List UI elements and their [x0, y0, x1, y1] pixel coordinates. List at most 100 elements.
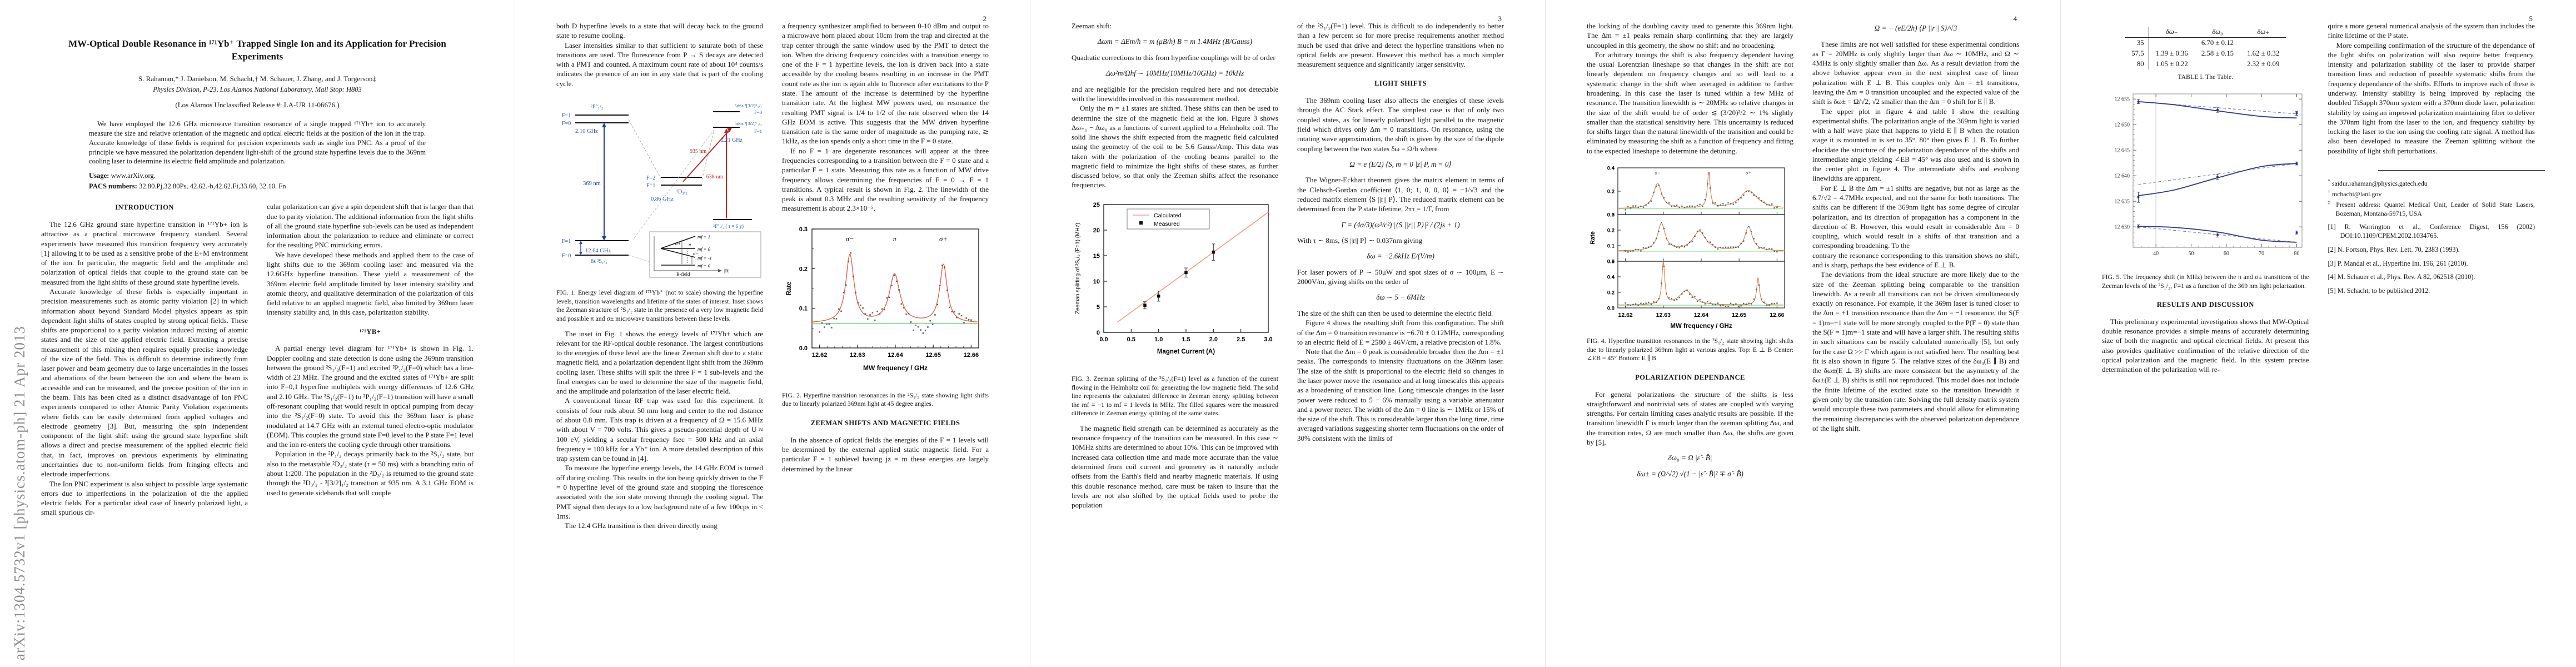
reference: [1] R. Warrington et al., Conference Dig…	[2328, 223, 2535, 240]
paragraph: This preliminary experimental investigat…	[2102, 317, 2309, 374]
p1-col-1: INTRODUCTION The 12.6 GHz ground state h…	[41, 202, 248, 517]
table-cell	[2240, 38, 2286, 49]
d-f1-label: F=1	[646, 183, 655, 189]
paragraph: Laser intensities similar to that suffic…	[556, 41, 763, 88]
svg-text:12.62: 12.62	[812, 352, 828, 359]
paragraph: The Ion PNC experiment is also subject t…	[41, 479, 248, 517]
figure-4: 0.0 0.2 0.4 σ− π σ+ 0.0 0.1 0.2 0.3 0.0 0.2 0.4 0.6 12…	[1587, 162, 1793, 363]
p5-col-1: δω₋ δω₀ δω₊ 35 6.70 ± 0.12 57.5 1.	[2102, 21, 2309, 375]
page-5: 5 δω₋ δω₀ δω₊ 35 6.70 ± 0.12	[2061, 0, 2576, 667]
svg-text:70: 70	[2259, 251, 2264, 257]
paragraph: If no F = 1 are degenerate resonances wi…	[782, 146, 989, 213]
paragraph: and are negligible for the precision req…	[1072, 84, 1278, 103]
paragraph: Note that the Δm = 0 peak is considerabl…	[1297, 347, 1504, 442]
svg-text:12.64: 12.64	[888, 352, 903, 359]
svg-text:0.3: 0.3	[799, 226, 808, 233]
fig4-caption: FIG. 4. Hyperfine transition resonances …	[1587, 337, 1793, 362]
svg-text:0.1: 0.1	[799, 305, 808, 312]
svg-text:40: 40	[2153, 251, 2159, 257]
equation-dw0: δω₀ = Ω |ε̂ · B̂|	[1668, 454, 1712, 462]
energy-level-diagram: F=1 F=0 12.64 GHz 6s ²S₁/₂ F=1 F=0 ²P°₁/…	[562, 103, 762, 278]
svg-text:0.6: 0.6	[1607, 258, 1615, 265]
svg-text:12 630: 12 630	[2115, 224, 2130, 230]
page-4: 4 the locking of the doubling cavity use…	[1546, 0, 2061, 667]
pacs-value: 32.80.Pj,32.80Ps, 42.62.-b,42.62.Fi,33.6…	[139, 182, 286, 191]
svg-text:0.3: 0.3	[1607, 212, 1615, 218]
p-term-label: ²P°₁/₂	[591, 104, 603, 110]
paragraph: of the ²S₁/₂(F=1) level. This is difficu…	[1297, 22, 1504, 69]
reference: [2] N. Fortson, Phys. Rev. Lett. 70, 238…	[2328, 245, 2460, 253]
paragraph: Population in the ²P₁/₂ decays primarily…	[267, 450, 474, 497]
table-header: δω₊	[2240, 27, 2286, 38]
page-number: 4	[2013, 14, 2017, 23]
svg-text:50: 50	[2189, 251, 2194, 257]
section-light-shifts: LIGHT SHIFTS	[1374, 79, 1427, 88]
s-f0-label: F=0	[562, 253, 571, 259]
section-polarization: POLARIZATION DEPENDANCE	[1635, 373, 1745, 381]
bracket-split-label: 2.21 GHz	[721, 137, 743, 143]
table-cell: 1.05 ± 0.22	[2155, 60, 2188, 68]
table-cell: 57.5	[2125, 48, 2149, 59]
paragraph: These limits are not well satisfied for …	[1812, 39, 2019, 106]
page-1: arXiv:1304.5732v1 [physics.atom-ph] 21 A…	[0, 0, 515, 667]
svg-text:Zeeman splitting of ²S₁/₂ (F=1: Zeeman splitting of ²S₁/₂ (F=1) (MHz)	[1075, 223, 1081, 314]
p1-col-2: cular polarization can give a spin depen…	[267, 202, 474, 517]
p-split-label: 2.10 GHz	[575, 128, 598, 135]
usage-label: Usage:	[89, 172, 109, 180]
svg-text:12 645: 12 645	[2115, 147, 2130, 153]
equation-omega-reduced: Ω = − (eE/2h) ⟨P ||r|| S⟩/√3	[1874, 24, 1957, 32]
svg-text:3.0: 3.0	[1264, 336, 1272, 343]
paragraph: A conventional linear RF trap was used f…	[556, 396, 763, 463]
paragraph: Accurate knowledge of these fields is es…	[41, 287, 248, 479]
table-row: 57.5 1.39 ± 0.36 2.58 ± 0.15 1.62 ± 0.32	[2125, 48, 2286, 59]
inset-sigma-plus-label: σ+	[675, 241, 681, 246]
paragraph: The magnetic field strength can be deter…	[1072, 424, 1278, 510]
fig4-chart: 0.00.20.4σ− π σ+0.00.10.20.30.00.20.40.612…	[1590, 165, 1785, 330]
paragraph: The size of the shift can then be used t…	[1297, 308, 1493, 317]
svg-text:80: 80	[2294, 251, 2300, 257]
p-f0-label: F=0	[562, 121, 571, 127]
p5-col-2: quire a more general numerical analysis …	[2328, 21, 2545, 375]
svg-text:15: 15	[1093, 253, 1100, 260]
paragraph: With τ ∼ 8ms, ⟨S ||r|| P⟩ ∼ 0.037nm givi…	[1297, 236, 1423, 245]
paper-title: MW-Optical Double Resonance in ¹⁷¹Yb⁺ Tr…	[68, 38, 446, 62]
equation-gamma: Γ = (4α/3)(ω³/c²) |⟨S ||r|| P⟩|² / (2js …	[1341, 220, 1460, 229]
paragraph: The deviations from the ideal structure …	[1812, 270, 2019, 432]
d-split-label: 0.86 GHz	[651, 196, 674, 202]
svg-text:0.0: 0.0	[799, 345, 808, 352]
svg-text:25: 25	[1093, 202, 1100, 208]
paragraph: Quadratic corrections to this from hyper…	[1072, 53, 1275, 62]
svg-text:12.65: 12.65	[925, 352, 941, 359]
table-cell	[2149, 38, 2195, 49]
table-cell: 1.39 ± 0.36	[2155, 49, 2188, 58]
section-yb: ¹⁷¹YB+	[359, 327, 381, 336]
svg-text:12.63: 12.63	[1656, 312, 1671, 318]
table-cell: 35	[2125, 37, 2149, 49]
paragraph: quire a more general numerical analysis …	[2328, 22, 2535, 40]
svg-text:MW frequency / GHz: MW frequency / GHz	[1670, 323, 1732, 330]
transition-638nm-label: 638 nm	[706, 174, 724, 180]
paragraph: For arbitrary tunings the shift is also …	[1587, 50, 1793, 155]
svg-text:12.66: 12.66	[1770, 312, 1784, 318]
paragraph: The 12.4 GHz transition is then driven d…	[565, 521, 718, 530]
inset-babs-label: |B|	[724, 268, 729, 273]
inset-mf0b-label: mf = 0	[697, 263, 711, 268]
table-row: 35 6.70 ± 0.12	[2125, 37, 2286, 49]
paragraph: Zeeman shift:	[1072, 22, 1112, 30]
inset-mfm1-label: mf = -1	[697, 255, 712, 261]
table-row: δω₋ δω₀ δω₊	[2125, 27, 2286, 38]
p4-col-1: the locking of the doubling cavity used …	[1587, 21, 1793, 485]
footnote-text: mchacht@lanl.gov	[2331, 190, 2382, 198]
table-cell: 2.58 ± 0.15	[2201, 49, 2234, 58]
svg-text:0.0: 0.0	[1607, 305, 1615, 311]
release-note: (Los Alamos Unclassified Release #: LA-U…	[175, 100, 340, 109]
paragraph: For laser powers of P ∼ 50μW and spot si…	[1297, 267, 1504, 286]
bracket12-label: 5d6s ³[3/2]°₁/₂	[735, 121, 762, 126]
paragraph: To measure the hyperfine energy levels, …	[556, 464, 763, 520]
equation-dwpm: δω± = (Ω/√2) √(1 − |ε̂ · B̂|² ∓ σ̂ · B̂)	[1637, 469, 1743, 478]
equation-deltaomega: δω = −2.6kHz E/(V/m)	[1367, 252, 1434, 261]
svg-text:σ+: σ+	[1746, 170, 1752, 176]
p3-col-1: Zeeman shift: Δωm = ΔEm/h = m (μB/h) B =…	[1072, 21, 1278, 510]
table-header: δω₋	[2149, 27, 2195, 38]
table-header: δω₀	[2194, 27, 2241, 38]
